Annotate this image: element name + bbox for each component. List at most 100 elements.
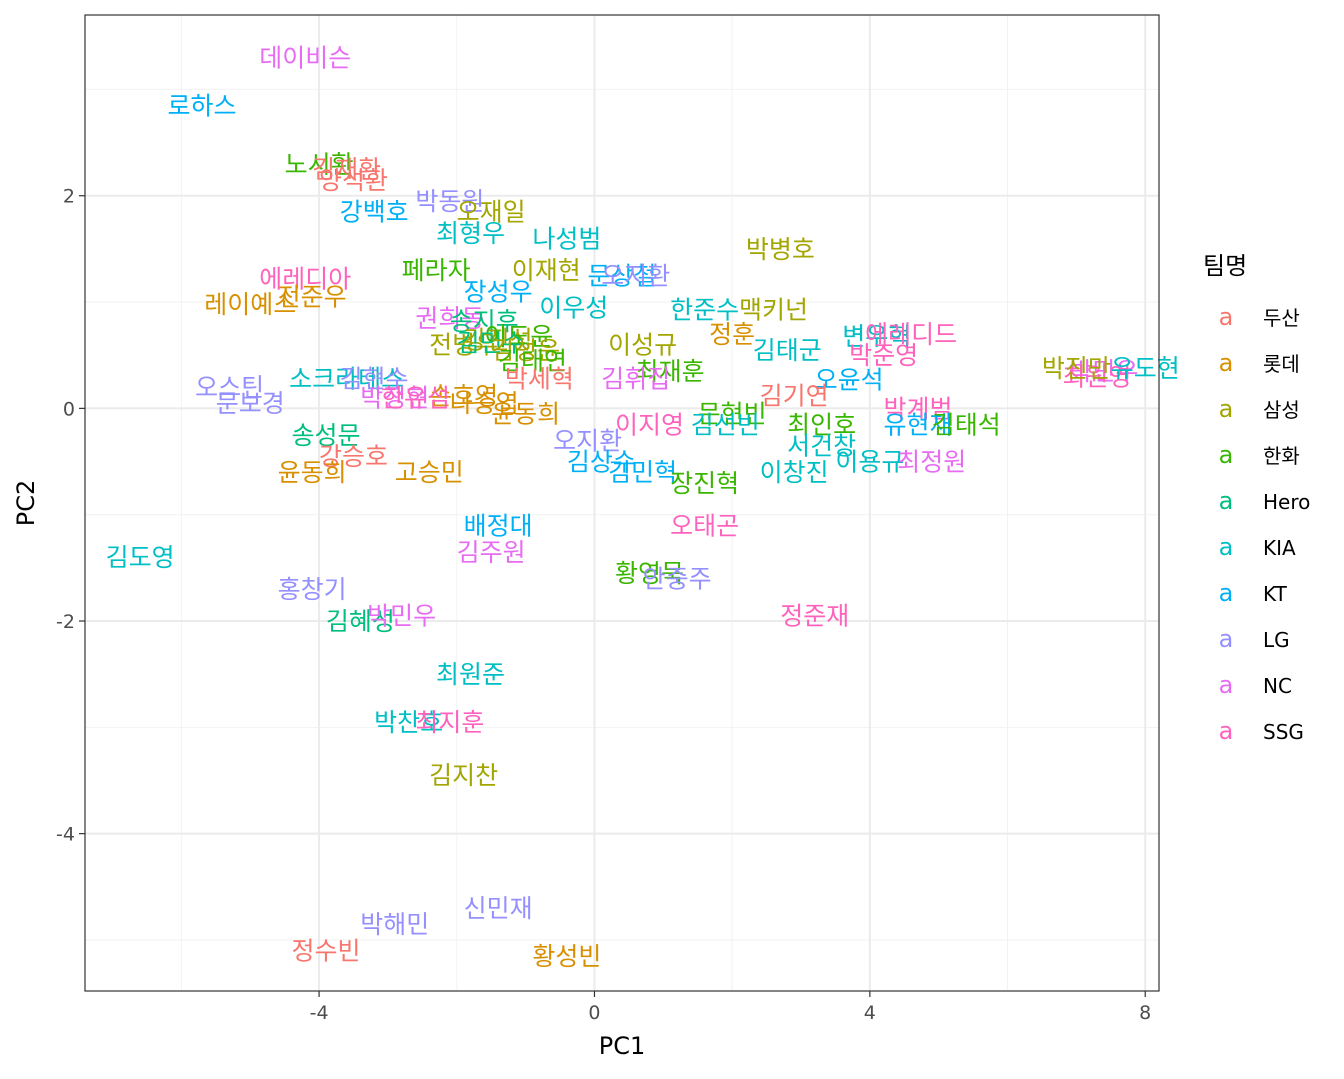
point-label: 김상수 <box>567 448 636 477</box>
y-tick-label: -2 <box>56 611 75 633</box>
point-label: 최지훈 <box>415 708 484 737</box>
point-label: 나성범 <box>532 224 601 253</box>
point-label: 맥키넌 <box>739 296 808 325</box>
point-label: 박민우 <box>1069 357 1138 386</box>
point-label: 나승엽 <box>450 389 519 418</box>
point-label: 박동원 <box>415 187 484 216</box>
legend-key-glyph: a <box>1219 671 1234 699</box>
panel-background <box>85 15 1159 991</box>
point-label: 김태연 <box>498 347 567 376</box>
point-label: 장진혁 <box>670 469 739 498</box>
legend-entry-label: NC <box>1263 674 1292 698</box>
point-label: 박찬호 <box>374 708 443 737</box>
point-label: 장성우 <box>464 277 533 306</box>
point-label: 최원준 <box>436 660 505 689</box>
point-label: 로하스 <box>168 91 237 120</box>
point-label: 김태군 <box>753 336 822 365</box>
point-label: 권희동 <box>415 304 484 333</box>
point-label: 황영묵 <box>615 559 684 588</box>
point-label: 김성윤 <box>491 336 560 365</box>
point-label: 최형우 <box>436 219 505 248</box>
point-label: 박민우 <box>367 602 436 631</box>
point-label: 최재훈 <box>636 357 705 386</box>
point-label: 손호영 <box>429 382 498 411</box>
point-label: 오스틴 <box>195 373 264 402</box>
point-label: 배정대 <box>464 511 533 540</box>
point-label: 레이예스 <box>204 290 296 319</box>
point-label: 강진성 <box>464 325 533 354</box>
legend-entry-label: 삼성 <box>1263 398 1300 422</box>
legend-entry-label: 한화 <box>1263 444 1300 468</box>
point-label: 강승호 <box>319 442 388 471</box>
point-label: 문상철 <box>587 261 656 290</box>
point-label: 박세혁 <box>505 365 574 394</box>
point-label: 신민재 <box>464 894 533 923</box>
legend: 팀명 a 두산 a 롯데 a 삼성 a 한화 a Hero a KIA a KT a LG a NC a SSG <box>1203 252 1310 745</box>
point-label: 박병호 <box>746 235 815 264</box>
point-label: 에레디드 <box>865 320 957 349</box>
point-label: 소크라테스 <box>289 365 404 394</box>
y-tick-label: -4 <box>56 824 75 846</box>
point-label: 김현수 <box>340 365 409 394</box>
point-label: 최인호 <box>787 410 856 439</box>
point-label: 고승민 <box>395 458 464 487</box>
legend-title: 팀명 <box>1203 252 1247 280</box>
legend-key-glyph: a <box>1219 303 1234 331</box>
point-label: 이용규 <box>835 448 904 477</box>
point-label: 정훈 <box>709 320 755 349</box>
legend-entry-label: Hero <box>1263 490 1310 514</box>
point-label: 김주원 <box>457 538 526 567</box>
legend-key-glyph: a <box>1219 395 1234 423</box>
point-label: 김민혁 <box>608 458 677 487</box>
point-label: 김혜성 <box>326 607 395 636</box>
point-label: 김휘집 <box>601 365 670 394</box>
point-label: 문보경 <box>216 389 285 418</box>
point-label: 양석환 <box>319 166 388 195</box>
point-label: 박계범 <box>884 394 953 423</box>
point-label: 김재환 <box>312 155 381 184</box>
point-label: 송지후 <box>450 307 519 336</box>
point-label: 박진만 <box>1042 354 1111 383</box>
point-label: 김태석 <box>932 410 1001 439</box>
legend-key-glyph: a <box>1219 441 1234 469</box>
point-label: 에레디아 <box>259 265 351 294</box>
point-label: 오태곤 <box>670 511 739 540</box>
point-label: 전준우 <box>278 283 347 312</box>
point-label: 오윤석 <box>815 366 884 395</box>
point-label: 김기연 <box>760 382 829 411</box>
point-label: 정수빈 <box>291 937 360 966</box>
y-tick-label: 0 <box>63 398 75 420</box>
legend-entry-label: 두산 <box>1263 306 1300 330</box>
x-tick-label: 0 <box>588 1002 600 1024</box>
point-label: 이지영 <box>615 410 684 439</box>
point-label: 송성문 <box>291 421 360 450</box>
grid-minor <box>85 15 1159 991</box>
legend-entry-label: LG <box>1263 628 1290 652</box>
point-label: 박해민 <box>360 910 429 939</box>
point-label: 박준영 <box>849 341 918 370</box>
y-axis: -4 -2 0 2 <box>56 186 85 846</box>
x-axis: -4 0 4 8 <box>310 991 1151 1024</box>
point-label: 이우성 <box>539 293 608 322</box>
point-label: 이재현 <box>512 256 581 285</box>
point-label: 유현재 <box>884 410 953 439</box>
point-label: 김지찬 <box>429 761 498 790</box>
point-label: 홍창기 <box>278 575 347 604</box>
grid-major <box>85 15 1159 991</box>
point-label: 황성빈 <box>532 942 601 971</box>
x-axis-title: PC1 <box>599 1032 646 1060</box>
point-label: 박정현 <box>360 384 429 413</box>
legend-entry-label: SSG <box>1263 720 1304 744</box>
panel-border <box>84 14 1160 992</box>
legend-key-glyph: a <box>1219 349 1234 377</box>
point-label: 강백호 <box>340 198 409 227</box>
x-tick-label: -4 <box>310 1002 329 1024</box>
point-label: 최정원 <box>897 448 966 477</box>
point-label: 김선빈 <box>691 410 760 439</box>
point-label: 윤동희 <box>278 458 347 487</box>
point-label: 윤동희 <box>491 400 560 429</box>
legend-entry-label: 롯데 <box>1263 352 1300 376</box>
point-label: 정준재 <box>780 602 849 631</box>
